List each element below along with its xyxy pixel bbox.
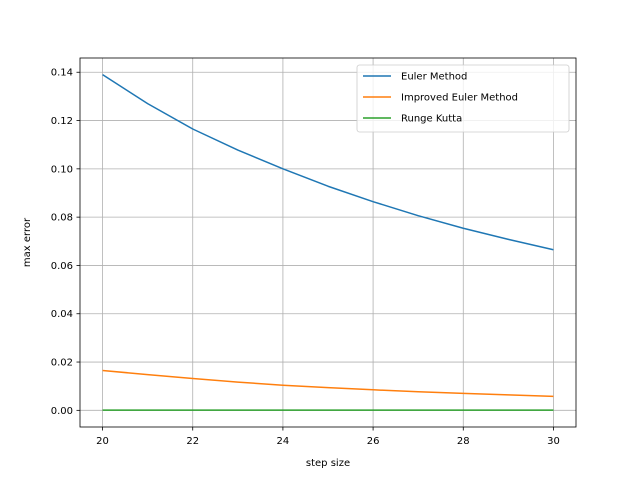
series-lines [102, 74, 554, 411]
y-axis-label: max error [22, 217, 33, 267]
y-tick-label: 0.08 [51, 213, 73, 224]
x-axis-label: step size [306, 458, 350, 469]
x-tick-label: 22 [186, 436, 199, 447]
grid [80, 58, 576, 427]
y-tick-label: 0.06 [51, 261, 73, 272]
axis-ticks: 20 22 24 26 28 30 0.00 0.02 0.04 0.06 0.08 0.10 0.12… [51, 68, 560, 447]
legend-label: Runge Kutta [401, 114, 462, 125]
y-tick-label: 0.00 [51, 406, 73, 417]
x-tick-label: 30 [547, 436, 560, 447]
legend-label: Euler Method [401, 72, 467, 83]
series-line-euler-method [102, 74, 554, 251]
legend-label: Improved Euler Method [401, 93, 518, 104]
y-tick-label: 0.14 [51, 68, 73, 79]
series-line-improved-euler-method [102, 369, 554, 398]
legend: Euler Method Improved Euler Method Runge K… [356, 64, 570, 133]
x-tick-label: 26 [367, 436, 380, 447]
y-tick-label: 0.02 [51, 358, 73, 369]
x-tick-label: 28 [457, 436, 470, 447]
y-tick-label: 0.10 [51, 164, 73, 175]
legend-box [356, 64, 570, 133]
y-tick-label: 0.12 [51, 116, 73, 127]
y-tick-label: 0.04 [51, 309, 73, 320]
x-tick-label: 20 [96, 436, 109, 447]
plot-frame [79, 57, 577, 428]
x-tick-label: 24 [277, 436, 290, 447]
